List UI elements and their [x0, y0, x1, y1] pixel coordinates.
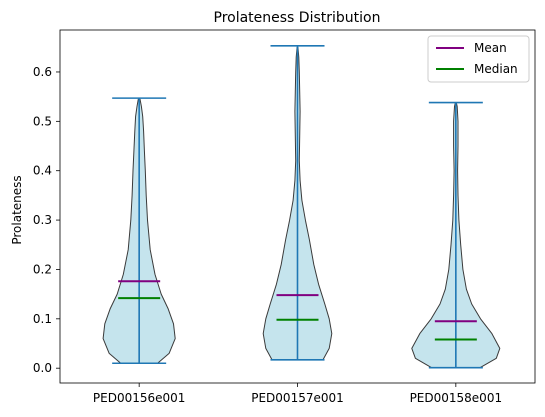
x-axis: PED00156e001 PED00157e001 PED00158e001	[93, 383, 502, 405]
y-tick-label: 0.1	[33, 312, 52, 326]
legend-mean-label: Mean	[474, 41, 507, 55]
x-tick-label: PED00157e001	[251, 391, 344, 405]
y-tick-label: 0.6	[33, 65, 52, 79]
x-tick-label: PED00158e001	[410, 391, 503, 405]
y-tick-label: 0.4	[33, 164, 52, 178]
x-tick-label: PED00156e001	[93, 391, 186, 405]
y-axis-label: Prolateness	[10, 175, 24, 244]
y-tick-label: 0.2	[33, 262, 52, 276]
y-tick-label: 0.3	[33, 213, 52, 227]
legend: Mean Median	[427, 35, 530, 83]
y-axis: 0.0 0.1 0.2 0.3 0.4 0.5 0.6	[33, 65, 60, 375]
chart-title: Prolateness Distribution	[214, 10, 381, 26]
stats-layer	[112, 44, 483, 369]
y-tick-label: 0.5	[33, 114, 52, 128]
legend-median-label: Median	[474, 62, 518, 76]
y-tick-label: 0.0	[33, 361, 52, 375]
